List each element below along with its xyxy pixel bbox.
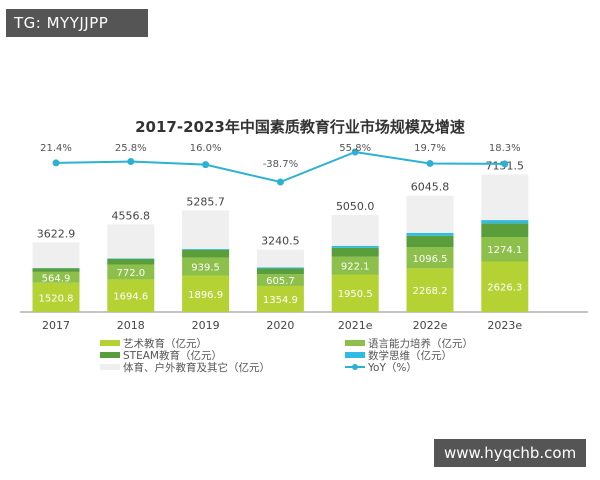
bar-segment: [256, 267, 304, 269]
bar-segment: [481, 220, 529, 224]
bar-data-label: 1274.1: [487, 245, 522, 256]
legend-item-math: 数学思维（亿元）: [345, 349, 473, 362]
legend-item-steam: STEAM教育（亿元）: [100, 349, 270, 362]
yoy-label: 55.8%: [339, 143, 371, 154]
bar-data-label: 605.7: [266, 276, 295, 287]
yoy-point: [52, 159, 60, 167]
bar-total-label: 5285.7: [186, 195, 225, 208]
bar-data-label: 1096.5: [413, 254, 448, 265]
bar-segment: [406, 247, 454, 269]
bar-segment: [481, 223, 529, 237]
yoy-label: -38.7%: [263, 159, 298, 170]
bar-segment: [182, 210, 230, 249]
bar-segment: [331, 256, 379, 275]
bar-segment: [256, 249, 304, 268]
x-tick-label: 2020: [266, 319, 294, 332]
bar-segment: [481, 174, 529, 221]
watermark-top-left: TG: MYYJJPP: [6, 9, 148, 37]
yoy-point: [501, 160, 509, 168]
bar-segment: [107, 279, 155, 312]
x-tick-label: 2019: [192, 319, 220, 332]
yoy-label: 19.7%: [414, 143, 446, 154]
bar-segment: [331, 274, 379, 312]
bar-data-label: 772.0: [116, 268, 145, 279]
legend-item-other: 体育、户外教育及其它（亿元）: [100, 361, 270, 374]
bar-total-label: 3240.5: [261, 235, 300, 248]
bar-segment: [256, 268, 304, 275]
bar-data-label: 922.1: [341, 262, 370, 273]
watermark-bottom-right: www.hyqchb.com: [434, 439, 586, 467]
bar-segment: [182, 249, 230, 258]
bar-segment: [331, 214, 379, 246]
bar-data-label: 939.5: [191, 262, 220, 273]
bar-segment: [107, 264, 155, 280]
yoy-label: 21.4%: [40, 143, 72, 154]
bar-total-label: 6045.8: [411, 181, 450, 194]
yoy-point: [351, 148, 359, 156]
bar-segment: [32, 271, 80, 283]
bar-total-label: 4556.8: [112, 209, 151, 222]
legend-right: 语言能力培养（亿元） 数学思维（亿元） YoY（%）: [345, 337, 473, 374]
bar-data-label: 1950.5: [338, 289, 373, 300]
yoy-point: [426, 159, 434, 167]
bar-segment: [256, 285, 304, 312]
bar-data-label: 2268.2: [413, 286, 448, 297]
legend-swatch: [100, 340, 120, 346]
chart-title: 2017-2023年中国素质教育行业市场规模及增速: [135, 118, 465, 136]
x-tick-label: 2017: [42, 319, 70, 332]
bar-data-label: 1896.9: [188, 290, 223, 301]
bar-segment: [406, 232, 454, 236]
yoy-label: 16.0%: [190, 143, 222, 154]
bar-total-label: 3622.9: [37, 227, 76, 240]
bar-data-label: 1520.8: [39, 293, 74, 304]
bar-segment: [406, 195, 454, 233]
legend-line-swatch: [345, 364, 365, 370]
x-tick-label: 2021e: [338, 319, 373, 332]
yoy-point: [276, 178, 284, 186]
bar-segment: [32, 268, 80, 272]
yoy-point: [202, 161, 210, 169]
legend-label: 数学思维（亿元）: [368, 349, 452, 362]
bar-segment: [406, 268, 454, 312]
yoy-label: 25.8%: [115, 143, 147, 154]
legend-item-yoy: YoY（%）: [345, 361, 473, 374]
bar-segment: [107, 224, 155, 259]
x-tick-label: 2018: [117, 319, 145, 332]
bar-segment: [182, 257, 230, 276]
legend-label: STEAM教育（亿元）: [123, 349, 222, 362]
bar-segment: [481, 261, 529, 312]
legend-item-art: 艺术教育（亿元）: [100, 337, 270, 350]
bar-segment: [32, 242, 80, 268]
legend-item-language: 语言能力培养（亿元）: [345, 337, 473, 350]
bar-data-label: 2626.3: [487, 283, 522, 294]
legend-swatch: [100, 364, 120, 370]
legend-swatch: [100, 352, 120, 358]
yoy-label: 18.3%: [489, 143, 521, 154]
bar-segment: [182, 248, 230, 250]
yoy-point: [127, 158, 135, 166]
legend-label: 体育、户外教育及其它（亿元）: [123, 361, 270, 374]
bar-total-label: 5050.0: [336, 200, 375, 213]
bar-segment: [107, 258, 155, 265]
x-tick-label: 2023e: [487, 319, 522, 332]
legend-label: 艺术教育（亿元）: [123, 337, 207, 350]
bar-segment: [331, 245, 379, 248]
legend-label: 语言能力培养（亿元）: [368, 337, 473, 350]
bar-segment: [32, 282, 80, 312]
bar-segment: [331, 247, 379, 257]
x-tick-label: 2022e: [413, 319, 448, 332]
bar-segment: [107, 258, 155, 259]
legend-swatch: [345, 352, 365, 358]
bar-segment: [182, 275, 230, 312]
bar-data-label: 1694.6: [113, 292, 148, 303]
bar-segment: [256, 274, 304, 286]
bar-data-label: 1354.9: [263, 295, 298, 306]
legend-left: 艺术教育（亿元） STEAM教育（亿元） 体育、户外教育及其它（亿元）: [100, 337, 270, 374]
bar-segment: [406, 235, 454, 248]
legend-label: YoY（%）: [368, 361, 417, 374]
bar-segment: [481, 236, 529, 262]
legend-swatch: [345, 340, 365, 346]
bar-data-label: 564.9: [42, 273, 71, 284]
